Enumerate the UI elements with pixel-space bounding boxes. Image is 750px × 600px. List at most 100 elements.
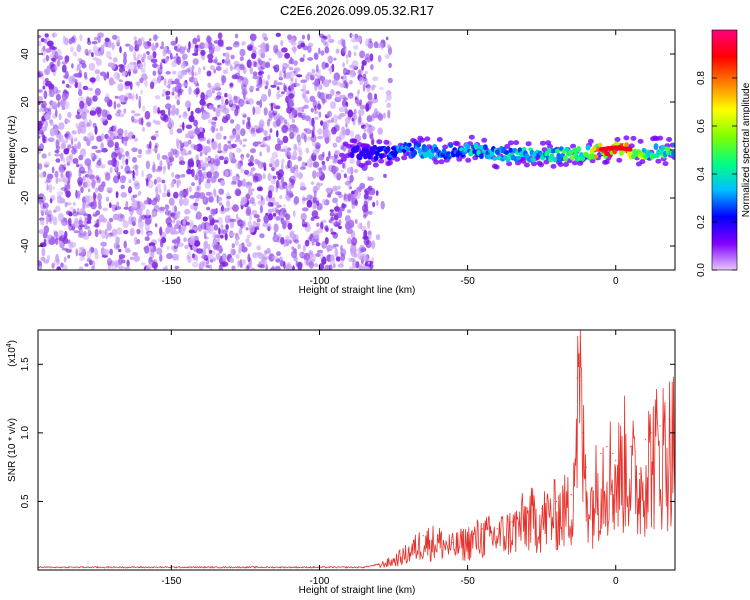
noise-blob	[240, 263, 243, 269]
noise-blob	[195, 254, 199, 263]
y-tick-label: 1.0	[20, 425, 31, 439]
noise-blob	[137, 219, 144, 229]
signal-halo	[637, 138, 644, 144]
signal-halo	[340, 156, 347, 162]
spectrogram-y-axis: -40 -20 0 20 40	[20, 48, 675, 253]
noise-blob	[302, 197, 308, 201]
noise-blob	[182, 197, 189, 206]
noise-blob	[44, 180, 50, 184]
noise-blob	[70, 241, 77, 248]
noise-blob	[160, 109, 166, 116]
noise-blob	[370, 64, 374, 71]
spectrogram-panel: -150 -100 -50 0 -40 -20 0 20 40 Height of strai…	[7, 29, 676, 296]
noise-blob	[165, 71, 171, 75]
noise-blob	[86, 258, 92, 262]
noise-blob	[367, 92, 373, 101]
noise-blob	[184, 208, 191, 215]
noise-blob	[276, 130, 279, 138]
noise-blob	[55, 108, 58, 118]
noise-blob	[140, 117, 144, 126]
noise-blob	[333, 72, 341, 81]
noise-blob	[41, 247, 46, 257]
signal-halo	[504, 143, 511, 149]
signal-cell	[489, 150, 495, 157]
noise-blob	[128, 179, 132, 184]
noise-blob	[275, 32, 281, 38]
noise-blob	[245, 227, 249, 231]
noise-blob	[263, 36, 269, 42]
colorbar-label: Normalized spectral amplitude	[741, 82, 750, 217]
noise-blob	[213, 188, 217, 196]
noise-blob	[114, 207, 118, 211]
noise-blob	[304, 239, 310, 247]
noise-blob	[337, 219, 342, 224]
noise-blob	[164, 265, 169, 270]
noise-blob	[349, 174, 354, 183]
noise-blob	[245, 121, 251, 130]
noise-blob	[77, 180, 83, 187]
noise-blob	[221, 261, 229, 267]
noise-blob	[234, 239, 239, 246]
noise-blob	[59, 200, 66, 204]
noise-blob	[367, 230, 372, 236]
noise-blob	[280, 158, 285, 164]
noise-blob	[45, 80, 52, 87]
noise-blob	[57, 212, 65, 222]
noise-blob	[203, 240, 209, 250]
noise-blob	[139, 77, 144, 84]
noise-blob	[183, 216, 190, 221]
noise-blob	[270, 84, 277, 88]
noise-blob	[240, 168, 244, 174]
noise-blob	[221, 229, 228, 234]
noise-blob	[62, 35, 66, 45]
noise-blob	[247, 183, 253, 187]
noise-blob	[184, 189, 189, 197]
x-tick-label: -100	[309, 576, 329, 587]
noise-blob	[177, 70, 185, 79]
noise-blob	[302, 252, 309, 258]
noise-blob	[159, 226, 163, 236]
noise-blob	[106, 220, 112, 230]
noise-blob	[333, 263, 336, 269]
colorbar-tick-label: 0.2	[696, 215, 707, 229]
noise-blob	[166, 246, 170, 251]
noise-blob	[218, 202, 223, 206]
noise-blob	[72, 158, 79, 164]
noise-blob	[114, 95, 119, 99]
noise-blob	[58, 166, 64, 173]
noise-blob	[262, 41, 266, 50]
noise-blob	[213, 224, 219, 231]
noise-blob	[53, 257, 60, 266]
colorbar-tick-label: 0.8	[696, 71, 707, 85]
noise-blob	[146, 143, 151, 149]
snr-point	[638, 473, 641, 475]
noise-blob	[153, 133, 159, 137]
noise-blob	[333, 154, 339, 163]
noise-blob	[44, 77, 49, 83]
noise-blob	[185, 100, 192, 109]
signal-halo	[628, 143, 635, 149]
noise-blob	[256, 194, 262, 200]
noise-blob	[134, 255, 139, 260]
noise-blob	[344, 128, 351, 136]
noise-blob	[215, 158, 221, 167]
signal-cell	[527, 156, 532, 163]
noise-blob	[261, 79, 267, 86]
noise-blob	[351, 237, 358, 246]
noise-blob	[387, 46, 393, 56]
noise-blob	[38, 96, 43, 104]
noise-blob	[190, 131, 195, 139]
noise-blob	[176, 137, 180, 147]
snr-series-line	[38, 330, 675, 569]
noise-blob	[56, 194, 62, 199]
noise-blob	[97, 193, 103, 202]
noise-blob	[344, 105, 347, 112]
noise-blob	[216, 194, 219, 204]
noise-blob	[185, 68, 191, 73]
noise-blob	[54, 51, 59, 60]
noise-blob	[290, 77, 294, 82]
noise-blob	[310, 107, 314, 113]
noise-blob	[320, 50, 325, 56]
noise-blob	[91, 179, 96, 189]
